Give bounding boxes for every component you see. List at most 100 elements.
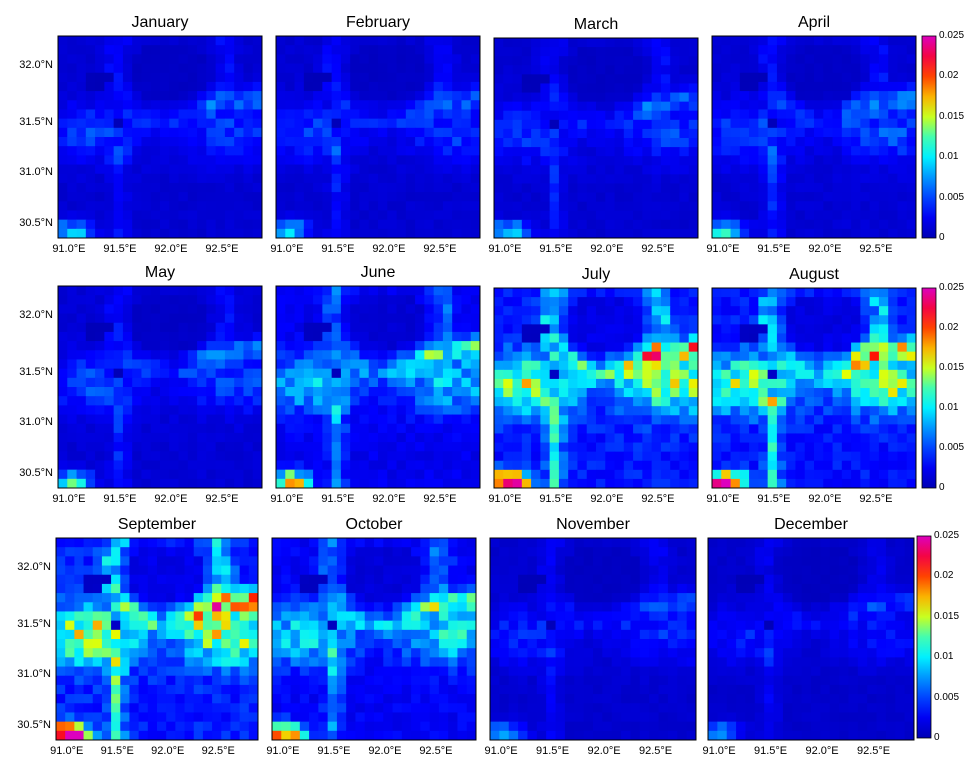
map-panel-march	[493, 37, 699, 239]
heatmap-cell	[243, 155, 254, 166]
heatmap-cell	[433, 228, 444, 239]
heatmap-cell	[129, 574, 140, 585]
heatmap-cell	[160, 341, 170, 351]
heatmap-cell	[104, 423, 115, 434]
heatmap-cell	[248, 583, 259, 594]
heatmap-cell	[184, 675, 195, 686]
heatmap-cell	[340, 109, 351, 120]
heatmap-cell	[739, 155, 750, 166]
heatmap-cell	[461, 322, 472, 333]
heatmap-cell	[721, 360, 732, 371]
heatmap-cell	[767, 100, 778, 110]
heatmap-cell	[303, 72, 314, 83]
heatmap-cell	[150, 173, 161, 184]
heatmap-cell	[132, 460, 142, 471]
heatmap-cell	[364, 721, 375, 732]
heatmap-cell	[688, 219, 699, 230]
heatmap-cell	[730, 72, 741, 83]
heatmap-cell	[111, 556, 121, 567]
heatmap-cell	[577, 56, 588, 66]
heatmap-cell	[322, 118, 333, 129]
heatmap-cell	[688, 38, 699, 48]
heatmap-cell	[178, 460, 189, 471]
heatmap-cell	[424, 72, 435, 83]
heatmap-cell	[95, 359, 105, 370]
heatmap-cell	[558, 128, 569, 139]
heatmap-cell	[596, 433, 606, 444]
heatmap-cell	[252, 146, 263, 156]
heatmap-cell	[387, 192, 398, 202]
heatmap-cell	[767, 388, 778, 398]
heatmap-cell	[56, 593, 66, 603]
heatmap-cell	[411, 730, 421, 741]
heatmap-cell	[442, 173, 453, 184]
heatmap-cell	[823, 210, 834, 221]
heatmap-cell	[577, 165, 588, 175]
heatmap-cell	[215, 295, 226, 305]
heatmap-cell	[577, 147, 588, 157]
heatmap-cell	[448, 556, 458, 567]
heatmap-cell	[147, 639, 158, 649]
heatmap-cell	[758, 201, 769, 211]
heatmap-cell	[272, 556, 282, 567]
heatmap-cell	[252, 36, 263, 46]
heatmap-cell	[841, 306, 852, 316]
heatmap-cell	[56, 556, 66, 567]
heatmap-cell	[424, 331, 435, 342]
heatmap-cell	[184, 574, 195, 585]
heatmap-cell	[95, 164, 105, 175]
heatmap-cell	[633, 388, 643, 398]
heatmap-cell	[605, 147, 616, 157]
heatmap-cell	[452, 127, 462, 138]
heatmap-cell	[429, 657, 440, 668]
heatmap-cell	[313, 109, 323, 120]
heatmap-cell	[74, 657, 85, 668]
heatmap-cell	[804, 118, 815, 129]
heatmap-cell	[318, 639, 329, 649]
heatmap-cell	[415, 442, 425, 452]
heatmap-cell	[234, 100, 244, 110]
heatmap-cell	[378, 45, 388, 55]
heatmap-cell	[122, 127, 133, 138]
heatmap-cell	[776, 306, 787, 316]
heatmap-cell	[387, 146, 398, 156]
heatmap-cell	[322, 36, 333, 46]
heatmap-cell	[721, 297, 732, 307]
heatmap-cell	[823, 127, 834, 138]
heatmap-cell	[58, 45, 68, 55]
heatmap-cell	[660, 306, 671, 316]
heatmap-cell	[396, 451, 407, 461]
heatmap-cell	[878, 388, 889, 398]
heatmap-cell	[512, 101, 523, 112]
heatmap-cell	[633, 315, 643, 325]
heatmap-cell	[411, 657, 421, 668]
heatmap-cell	[141, 182, 152, 193]
heatmap-cell	[549, 165, 560, 175]
heatmap-cell	[374, 684, 384, 695]
heatmap-cell	[795, 360, 806, 371]
heatmap-cell	[614, 165, 625, 175]
heatmap-cell	[869, 192, 880, 202]
heatmap-cell	[721, 324, 732, 334]
heatmap-cell	[583, 556, 594, 567]
heatmap-cell	[776, 173, 787, 184]
heatmap-cell	[303, 91, 314, 101]
heatmap-cell	[160, 350, 170, 360]
heatmap-cell	[897, 45, 908, 55]
heatmap-cell	[568, 192, 578, 203]
heatmap-cell	[651, 174, 662, 184]
heatmap-cell	[95, 286, 105, 296]
heatmap-cell	[518, 593, 528, 603]
heatmap-cell	[814, 333, 824, 344]
heatmap-cell	[294, 45, 305, 55]
heatmap-cell	[795, 127, 806, 138]
heatmap-cell	[141, 350, 152, 360]
heatmap-cell	[378, 451, 388, 461]
heatmap-cell	[623, 397, 634, 407]
heatmap-cell	[888, 54, 898, 65]
heatmap-cell	[461, 45, 472, 55]
heatmap-cell	[906, 54, 917, 65]
heatmap-cell	[503, 119, 514, 130]
heatmap-cell	[331, 173, 342, 184]
heatmap-cell	[596, 83, 606, 94]
